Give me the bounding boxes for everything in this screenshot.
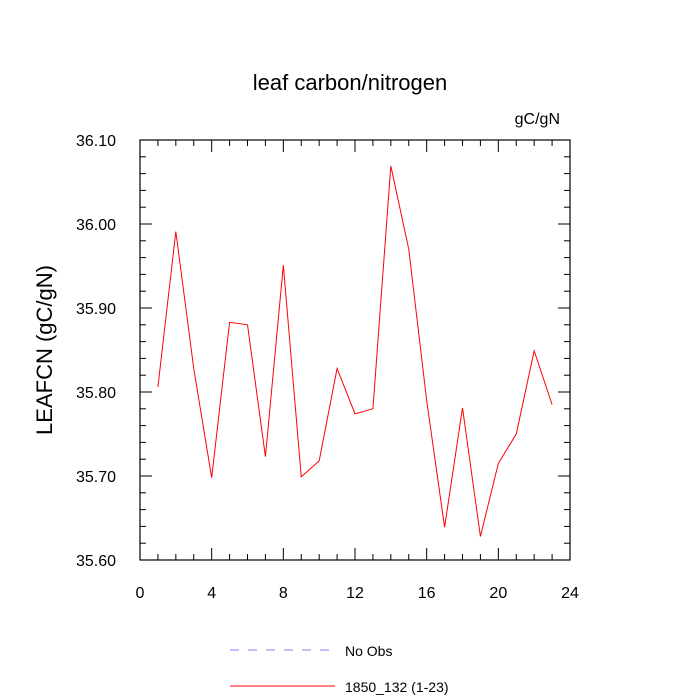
x-tick-label: 12 — [346, 585, 364, 602]
y-tick-label: 36.10 — [76, 133, 116, 150]
data-point — [300, 475, 303, 478]
chart-title: leaf carbon/nitrogen — [253, 70, 447, 95]
y-tick-label: 35.80 — [76, 385, 116, 402]
series-layer — [156, 165, 554, 538]
data-point — [210, 476, 213, 479]
legend: No Obs 1850_132 (1-23) — [230, 643, 449, 695]
data-point — [407, 248, 410, 251]
y-tick-label: 35.70 — [76, 469, 116, 486]
data-point — [174, 230, 177, 233]
data-point — [318, 459, 321, 462]
y-tick-label: 36.00 — [76, 217, 116, 234]
data-point — [479, 535, 482, 538]
data-point — [515, 433, 518, 436]
x-tick-label: 4 — [207, 585, 216, 602]
units-label: gC/gN — [515, 111, 560, 128]
axes-layer: 0 4 8 12 16 20 24 35.60 35.70 35.80 35.90 36.00 36.1… — [76, 133, 579, 602]
data-point — [282, 264, 285, 267]
plot-frame — [139, 139, 571, 561]
x-tick-label: 16 — [418, 585, 436, 602]
series-line — [157, 165, 553, 537]
x-tick-label: 8 — [279, 585, 288, 602]
data-point — [461, 406, 464, 409]
legend-label: No Obs — [345, 643, 392, 659]
data-point — [354, 412, 357, 415]
data-point — [192, 367, 195, 370]
data-point — [425, 399, 428, 402]
x-tick-label: 24 — [561, 585, 579, 602]
data-point — [533, 349, 536, 352]
data-point — [156, 385, 159, 388]
data-point — [228, 321, 231, 324]
y-axis-label: LEAFCN (gC/gN) — [32, 265, 57, 435]
x-tick-label: 0 — [136, 585, 145, 602]
x-tick-label: 20 — [489, 585, 507, 602]
data-point — [389, 165, 392, 168]
y-tick-label: 35.60 — [76, 553, 116, 570]
data-point — [336, 367, 339, 370]
legend-label: 1850_132 (1-23) — [345, 679, 449, 695]
data-point — [246, 323, 249, 326]
data-point — [443, 526, 446, 529]
data-point — [551, 403, 554, 406]
y-tick-label: 35.90 — [76, 301, 116, 318]
data-point — [497, 462, 500, 465]
data-point — [264, 455, 267, 458]
data-point — [371, 407, 374, 410]
